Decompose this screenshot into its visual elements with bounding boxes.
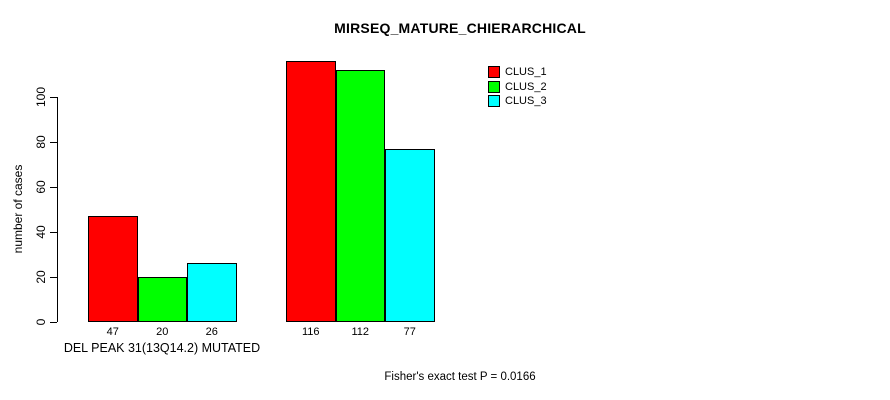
bar-clus_1-group2 — [286, 61, 336, 322]
legend-swatch — [488, 66, 500, 79]
y-tick — [50, 277, 57, 278]
legend-swatch — [488, 95, 500, 108]
legend-item-clus_1: CLUS_1 — [488, 65, 547, 80]
legend-label: CLUS_2 — [505, 80, 547, 93]
bar-value-label: 116 — [301, 326, 320, 338]
bar-clus_2-group1 — [137, 277, 187, 322]
y-tick-label: 0 — [34, 318, 48, 326]
y-tick-label: 20 — [34, 270, 48, 284]
fisher-test-annotation: Fisher's exact test P = 0.0166 — [384, 371, 536, 383]
y-axis-line — [57, 97, 58, 322]
legend-label: CLUS_1 — [505, 66, 547, 79]
legend: CLUS_1 CLUS_2 CLUS_3 — [488, 65, 547, 109]
legend-item-clus_2: CLUS_2 — [488, 80, 547, 95]
bar-value-label: 47 — [106, 326, 119, 338]
y-tick — [50, 97, 57, 98]
y-tick — [50, 322, 57, 323]
chart-title: MIRSEQ_MATURE_CHIERARCHICAL — [334, 20, 586, 36]
x-axis-label: DEL PEAK 31(13Q14.2) MUTATED — [63, 341, 261, 355]
legend-swatch — [488, 80, 500, 93]
y-axis-label: number of cases — [11, 164, 25, 254]
bar-value-label: 112 — [351, 326, 370, 338]
legend-item-clus_3: CLUS_3 — [488, 94, 547, 109]
bar-clus_3-group1 — [187, 263, 237, 322]
bar-clus_2-group2 — [335, 70, 385, 322]
y-tick-label: 40 — [34, 225, 48, 239]
y-tick — [50, 232, 57, 233]
y-tick-label: 100 — [34, 86, 48, 108]
legend-label: CLUS_3 — [505, 95, 547, 108]
bar-value-label: 77 — [403, 326, 416, 338]
y-tick — [50, 187, 57, 188]
bar-value-label: 26 — [205, 326, 218, 338]
bar-clus_3-group2 — [385, 149, 435, 322]
y-tick — [50, 142, 57, 143]
y-tick-label: 80 — [34, 135, 48, 149]
y-tick-label: 60 — [34, 180, 48, 194]
bar-clus_1-group1 — [88, 216, 138, 322]
bar-value-label: 20 — [156, 326, 169, 338]
